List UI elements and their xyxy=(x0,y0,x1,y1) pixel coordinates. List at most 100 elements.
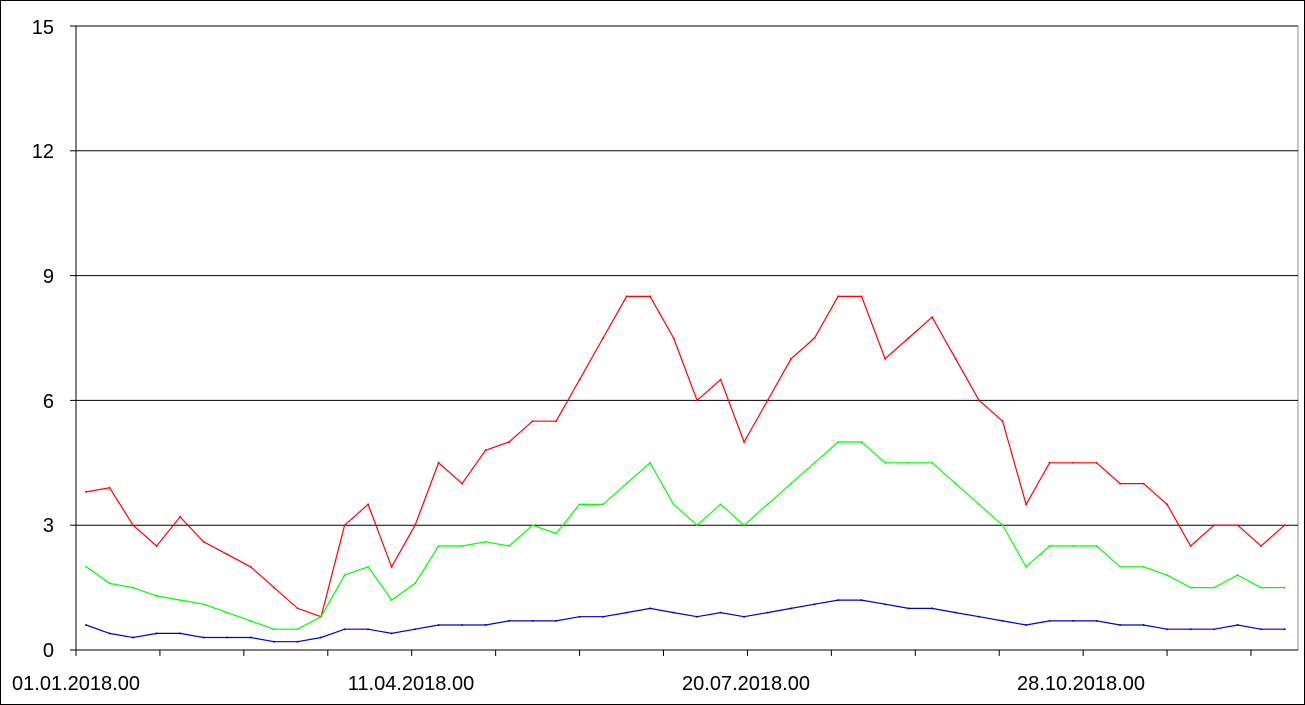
y-tick-label: 3 xyxy=(43,515,54,537)
data-point xyxy=(132,636,135,639)
data-point xyxy=(578,503,581,506)
series-line-1 xyxy=(85,295,1285,618)
data-point xyxy=(1001,420,1004,423)
data-point xyxy=(1260,628,1263,631)
data-point xyxy=(1236,624,1239,626)
data-point xyxy=(790,357,793,360)
data-point xyxy=(1119,624,1122,626)
data-point xyxy=(226,553,229,556)
data-point xyxy=(273,628,276,631)
data-point xyxy=(696,524,699,527)
data-point xyxy=(1142,624,1145,626)
y-tick-label: 15 xyxy=(32,17,54,39)
data-point xyxy=(954,357,957,360)
data-point xyxy=(1095,619,1098,622)
data-point xyxy=(578,615,581,618)
data-point xyxy=(602,337,605,339)
data-point xyxy=(390,632,393,635)
data-point xyxy=(555,532,558,535)
data-point xyxy=(1025,624,1028,626)
data-point xyxy=(625,482,628,485)
data-point xyxy=(108,632,111,635)
data-point xyxy=(602,615,605,618)
data-point xyxy=(766,503,769,506)
data-point xyxy=(343,574,346,577)
data-point xyxy=(179,599,182,602)
data-point xyxy=(249,619,252,622)
data-point xyxy=(343,524,346,527)
data-point xyxy=(813,337,816,339)
data-point xyxy=(1025,503,1028,506)
data-point xyxy=(437,545,440,547)
data-point xyxy=(1283,628,1286,631)
data-point xyxy=(1001,524,1004,527)
data-point xyxy=(837,599,840,602)
axis-ticks xyxy=(70,25,1252,656)
data-point xyxy=(719,378,722,381)
data-point xyxy=(696,615,699,618)
data-point xyxy=(508,545,511,547)
x-tick-labels: 01.01.2018.00 11.04.2018.00 20.07.2018.0… xyxy=(12,673,1145,695)
data-point xyxy=(790,482,793,485)
data-point xyxy=(978,399,981,402)
data-point xyxy=(743,524,746,527)
data-point xyxy=(437,461,440,464)
data-point xyxy=(414,582,417,585)
data-point xyxy=(625,611,628,614)
data-point xyxy=(367,503,370,506)
data-point xyxy=(484,449,487,452)
series-line-2 xyxy=(85,441,1285,630)
data-point xyxy=(1236,574,1239,577)
data-point xyxy=(1095,461,1098,464)
data-point xyxy=(696,399,699,402)
data-point xyxy=(1213,586,1216,589)
data-point xyxy=(531,524,534,527)
data-point xyxy=(531,619,534,622)
data-point xyxy=(508,619,511,622)
data-point xyxy=(837,295,840,298)
data-point xyxy=(766,399,769,402)
y-tick-label: 6 xyxy=(43,391,54,413)
data-point xyxy=(1048,619,1051,622)
data-point xyxy=(1189,628,1192,631)
data-point xyxy=(860,599,863,602)
data-point xyxy=(719,611,722,614)
data-point xyxy=(860,295,863,298)
data-point xyxy=(931,607,934,610)
x-tick-label: 01.01.2018.00 xyxy=(12,673,140,695)
data-point xyxy=(1001,619,1004,622)
data-point xyxy=(884,461,887,464)
data-point xyxy=(1260,545,1263,547)
data-point xyxy=(1283,586,1286,589)
data-point xyxy=(766,611,769,614)
data-point xyxy=(1166,628,1169,631)
data-point xyxy=(249,636,252,639)
data-point xyxy=(132,524,135,527)
data-point xyxy=(461,482,464,485)
data-point xyxy=(132,586,135,589)
data-point xyxy=(790,607,793,610)
data-point xyxy=(296,640,299,643)
y-tick-labels: 0 3 6 9 12 15 xyxy=(32,17,54,662)
data-point xyxy=(954,611,957,614)
data-point xyxy=(202,603,205,606)
data-point xyxy=(343,628,346,631)
data-point xyxy=(461,624,464,626)
data-point xyxy=(320,636,323,639)
data-point xyxy=(1166,503,1169,506)
data-point xyxy=(1119,565,1122,568)
data-point xyxy=(461,545,464,547)
data-point xyxy=(907,607,910,610)
data-point xyxy=(414,628,417,631)
data-point xyxy=(85,624,88,626)
data-point xyxy=(1260,586,1263,589)
data-point xyxy=(367,628,370,631)
x-tick-label: 20.07.2018.00 xyxy=(682,673,810,695)
data-point xyxy=(390,565,393,568)
data-point xyxy=(226,636,229,639)
data-point xyxy=(837,441,840,443)
data-point xyxy=(296,628,299,631)
data-point xyxy=(1025,565,1028,568)
data-point xyxy=(978,615,981,618)
